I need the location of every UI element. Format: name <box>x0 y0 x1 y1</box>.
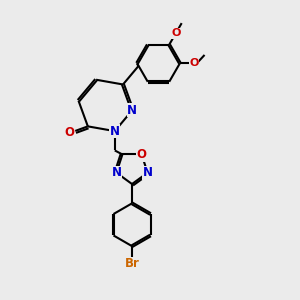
Text: N: N <box>112 166 122 179</box>
Text: O: O <box>65 127 75 140</box>
Text: O: O <box>189 58 199 68</box>
Text: N: N <box>142 166 153 179</box>
Text: N: N <box>127 104 137 117</box>
Text: N: N <box>110 124 120 138</box>
Text: Br: Br <box>124 257 140 271</box>
Text: O: O <box>172 28 181 38</box>
Text: O: O <box>136 148 147 161</box>
